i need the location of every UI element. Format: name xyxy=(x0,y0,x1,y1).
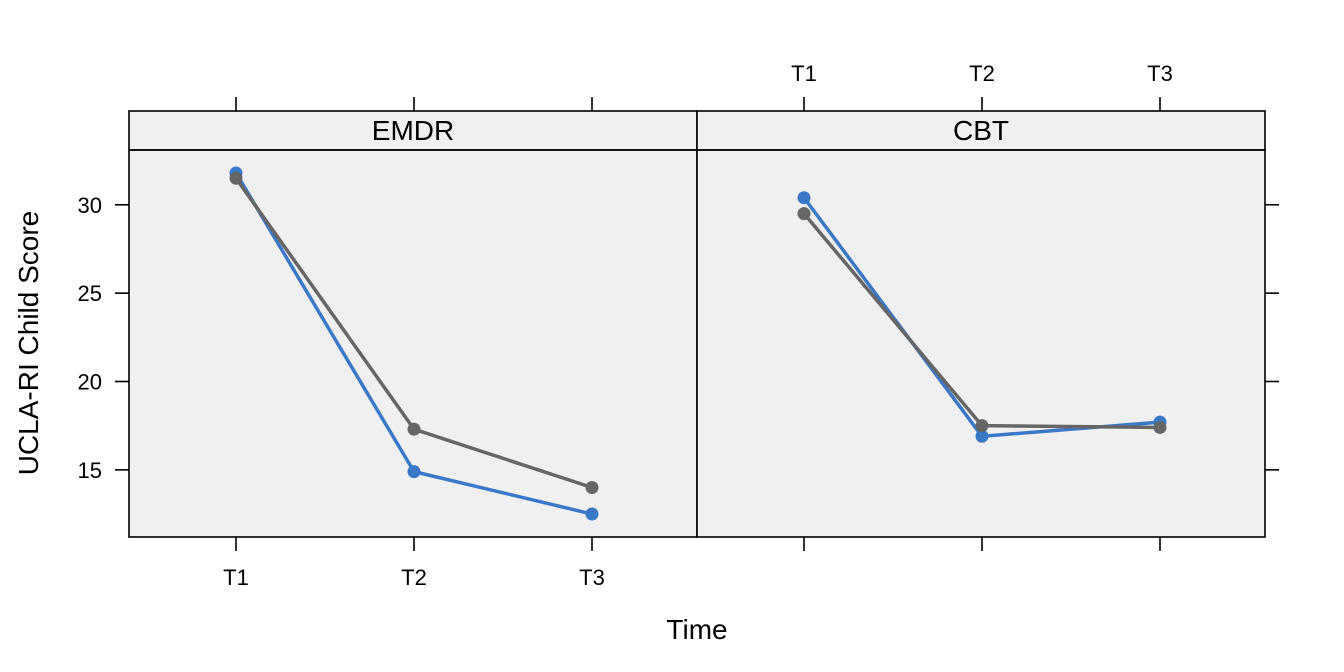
strip-label: CBT xyxy=(953,115,1009,146)
panel-background xyxy=(697,150,1265,537)
panel-emdr: EMDR T1 T2 T3 xyxy=(128,97,698,590)
panel-cbt: CBT T1 T2 T3 xyxy=(696,61,1266,551)
data-point xyxy=(797,191,811,205)
data-point xyxy=(585,481,599,495)
data-point xyxy=(585,507,599,521)
x-tick-label: T3 xyxy=(1147,61,1173,86)
y-axis-title: UCLA-RI Child Score xyxy=(13,211,44,476)
y-tick-label: 15 xyxy=(78,458,102,483)
strip-background xyxy=(697,111,1265,150)
strip-label: EMDR xyxy=(372,115,454,146)
x-tick-label: T2 xyxy=(969,61,995,86)
data-point xyxy=(407,422,421,436)
data-point xyxy=(229,171,243,185)
y-tick-label: 20 xyxy=(78,369,102,394)
data-point xyxy=(797,207,811,221)
data-point xyxy=(407,465,421,479)
x-tick-label: T3 xyxy=(579,565,605,590)
y-tick-label: 30 xyxy=(78,193,102,218)
x-tick-label: T1 xyxy=(791,61,817,86)
data-point xyxy=(1153,420,1167,434)
data-point xyxy=(975,429,989,443)
panel-frame xyxy=(696,149,1266,538)
x-tick-label: T1 xyxy=(223,565,249,590)
panels-layer: EMDR T1 T2 T3 CBT T1 T2 T3 15 20 25 30 xyxy=(78,61,1279,590)
y-tick-label: 25 xyxy=(78,281,102,306)
x-tick-label: T2 xyxy=(401,565,427,590)
data-point xyxy=(975,419,989,433)
panel-background xyxy=(129,150,697,537)
strip-background xyxy=(129,111,697,150)
x-axis-title: Time xyxy=(666,614,727,645)
